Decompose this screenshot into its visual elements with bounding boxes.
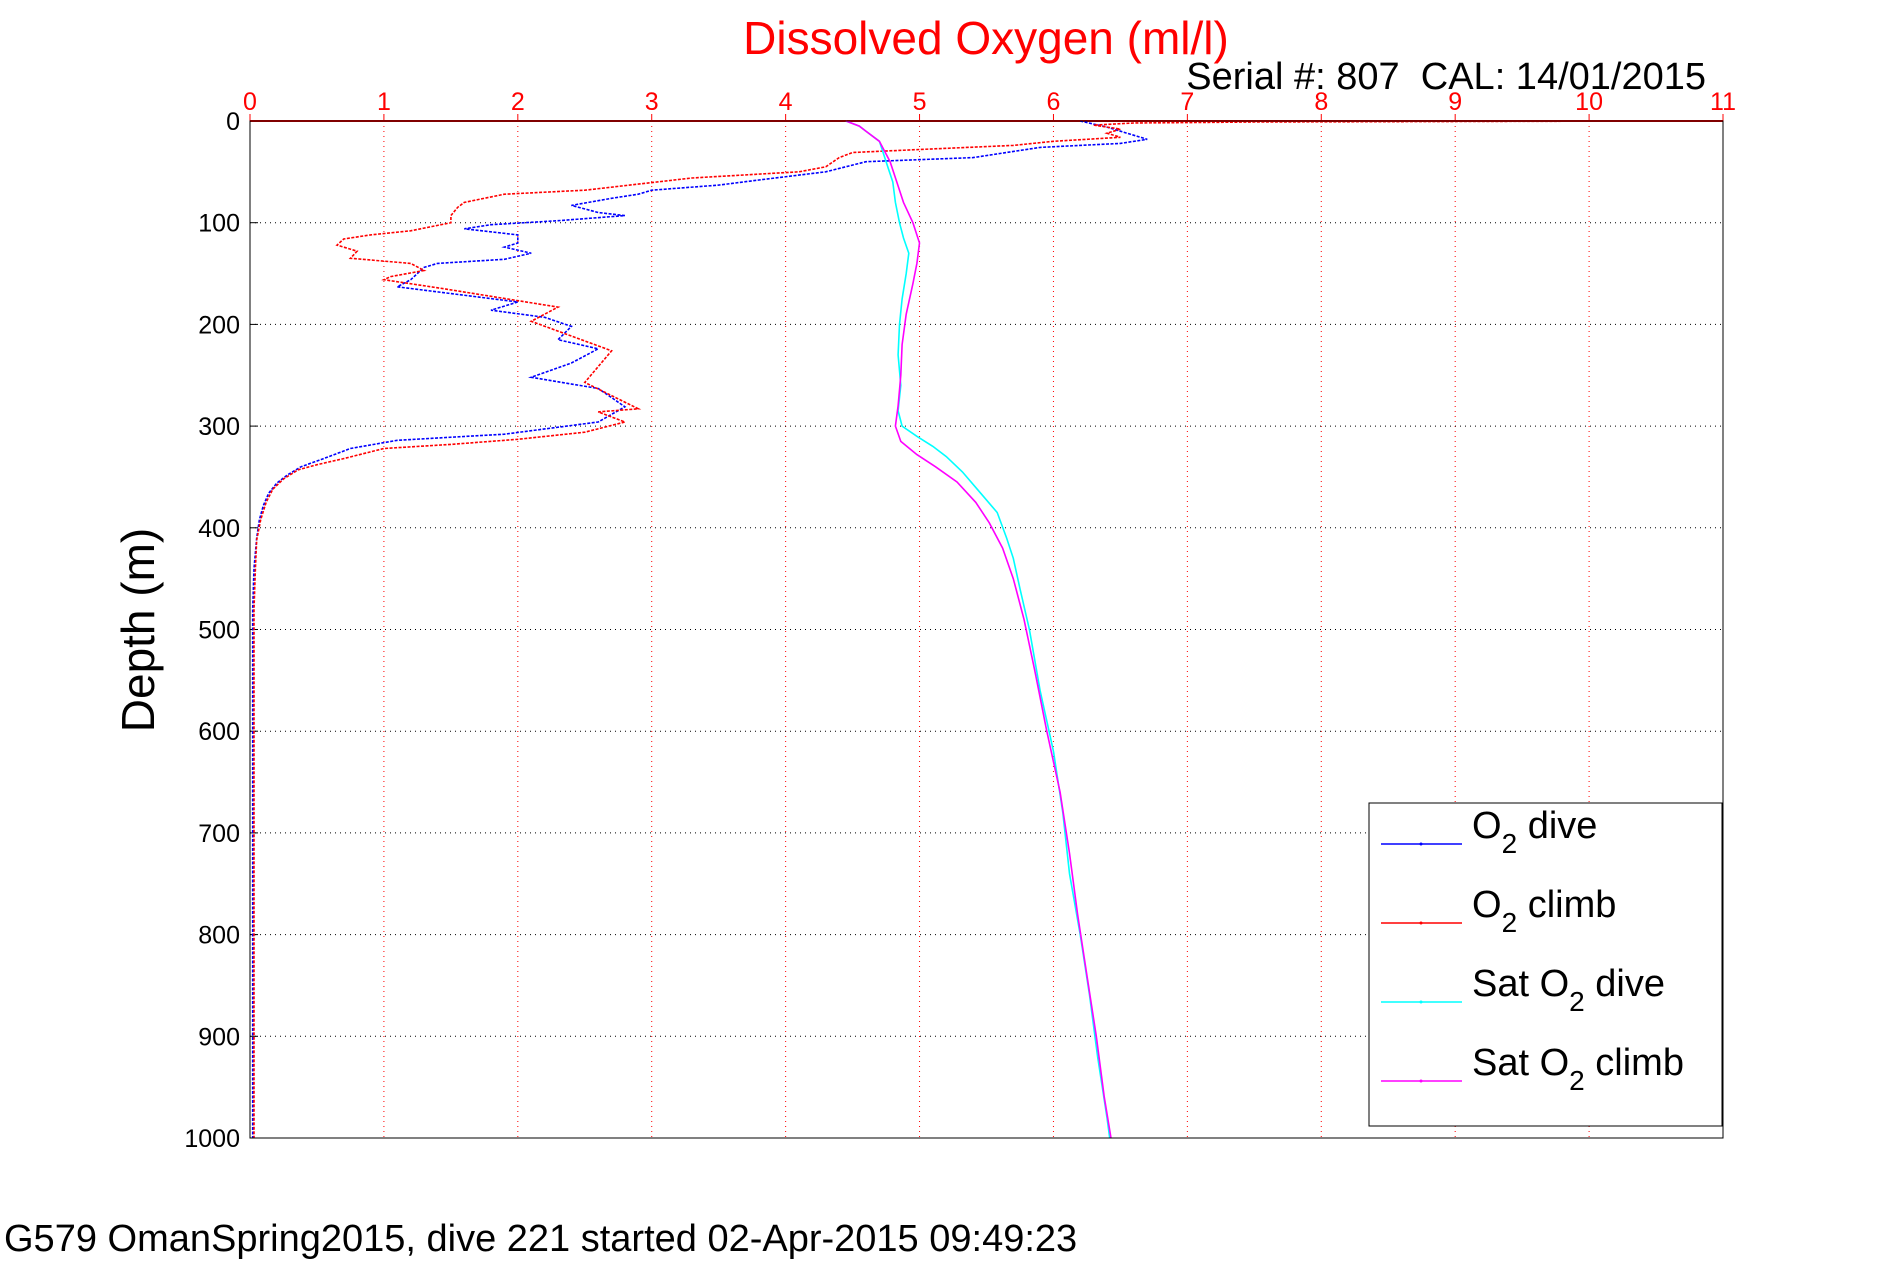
y-tick-label: 0 bbox=[226, 108, 240, 136]
x-tick-label: 6 bbox=[1047, 88, 1061, 116]
x-tick-labels: 0 1 2 3 4 5 6 7 8 9 10 11 bbox=[243, 88, 1736, 116]
x-tick-label: 4 bbox=[779, 88, 793, 116]
x-tick-label: 10 bbox=[1575, 88, 1603, 116]
y-axis-label: Depth (m) bbox=[112, 528, 164, 732]
dive-info-footer: G579 OmanSpring2015, dive 221 started 02… bbox=[4, 1218, 1078, 1260]
legend-marker-o2-dive bbox=[1419, 842, 1423, 846]
x-tick-label: 0 bbox=[243, 88, 257, 116]
x-tick-label: 11 bbox=[1710, 88, 1736, 116]
y-tick-label: 600 bbox=[198, 718, 240, 746]
legend: O2 dive O2 climb Sat O2 dive Sat O2 climb bbox=[1368, 802, 1723, 1127]
y-tick-label: 800 bbox=[198, 922, 240, 950]
legend-marker-sat-o2-dive bbox=[1419, 1000, 1423, 1004]
chart-subtitle: Serial #: 807 CAL: 14/01/2015 bbox=[1186, 56, 1706, 98]
x-tick-label: 2 bbox=[511, 88, 525, 116]
x-tick-label: 1 bbox=[377, 88, 391, 116]
x-tick-label: 7 bbox=[1180, 88, 1194, 116]
series-line-o2-dive bbox=[251, 120, 1148, 1138]
x-tick-label: 5 bbox=[913, 88, 927, 116]
x-tick-label: 8 bbox=[1314, 88, 1328, 116]
legend-label-o2-dive: O2 dive bbox=[1472, 805, 1597, 859]
y-tick-label: 200 bbox=[198, 311, 240, 339]
y-tick-label: 100 bbox=[198, 210, 240, 238]
plot-frame bbox=[249, 120, 1724, 1139]
legend-label-sat-o2-climb: Sat O2 climb bbox=[1472, 1042, 1684, 1096]
legend-marker-sat-o2-climb bbox=[1419, 1079, 1423, 1083]
legend-marker-o2-climb bbox=[1419, 921, 1423, 925]
y-tick-label: 500 bbox=[198, 617, 240, 645]
series-line-sat-o2-dive bbox=[845, 120, 1111, 1139]
series-line-sat-o2-climb bbox=[845, 120, 1112, 1139]
x-tick-label: 3 bbox=[645, 88, 659, 116]
y-tick-label: 400 bbox=[198, 515, 240, 543]
x-tick-label: 9 bbox=[1448, 88, 1462, 116]
series-group bbox=[251, 120, 1670, 1139]
y-tick-label: 300 bbox=[198, 413, 240, 441]
y-tick-label: 900 bbox=[198, 1023, 240, 1051]
legend-label-sat-o2-dive: Sat O2 dive bbox=[1472, 963, 1665, 1017]
legend-label-o2-climb: O2 climb bbox=[1472, 884, 1616, 938]
legend-box bbox=[1368, 802, 1723, 1127]
y-tick-label: 700 bbox=[198, 820, 240, 848]
series-line-o2-climb bbox=[253, 120, 1670, 1138]
y-tick-labels: 0 100 200 300 400 500 600 700 800 900 1000 bbox=[184, 108, 240, 1153]
chart-title: Dissolved Oxygen (ml/l) bbox=[743, 12, 1229, 64]
y-tick-label: 1000 bbox=[184, 1125, 240, 1153]
